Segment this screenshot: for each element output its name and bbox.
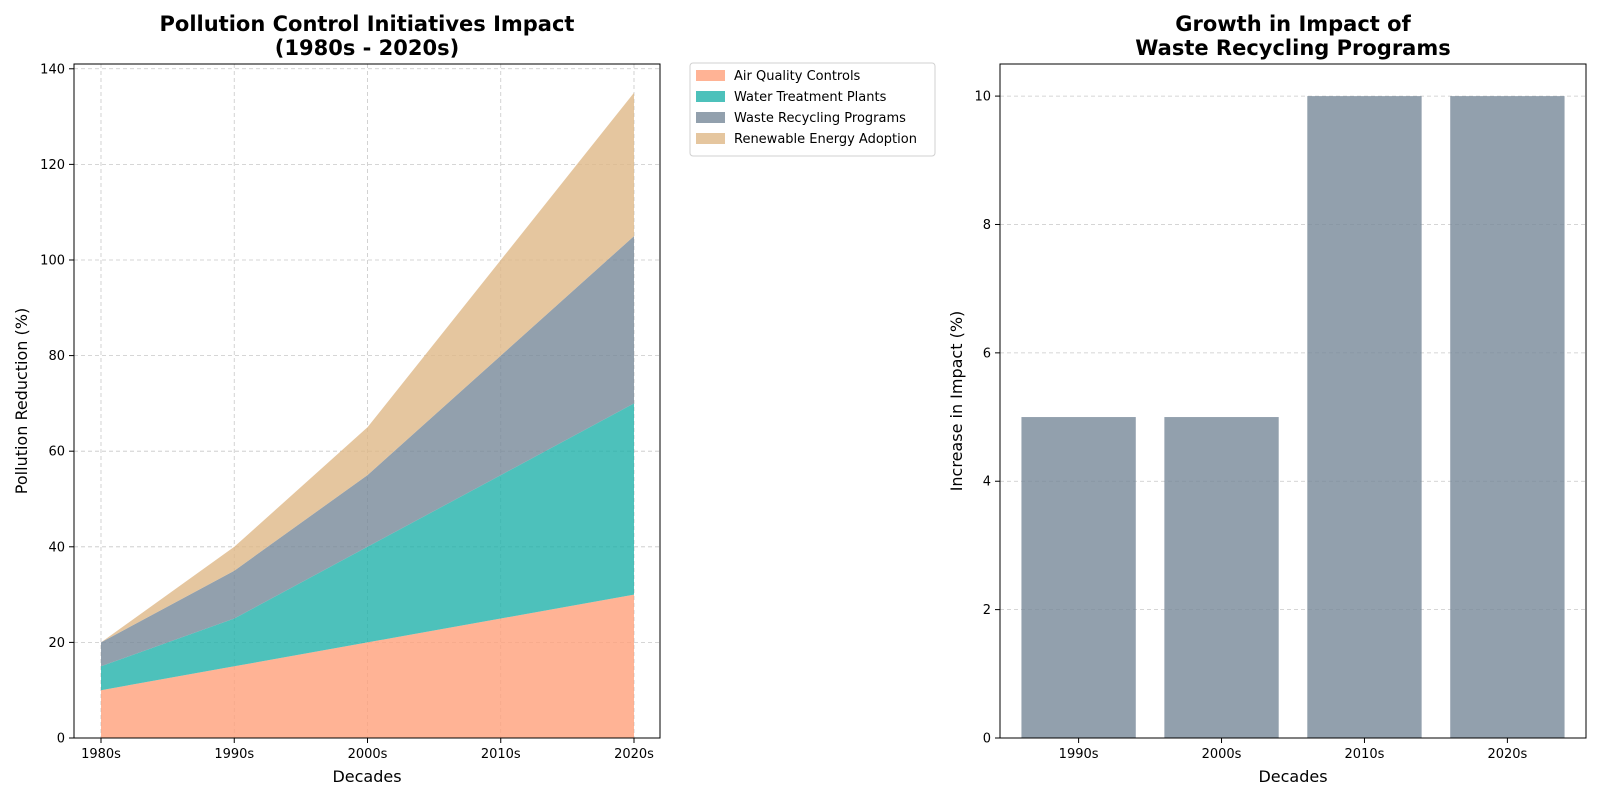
area-series-2	[101, 236, 634, 667]
chart2-x-tick-label: 2010s	[1345, 747, 1385, 762]
chart2-y-tick-label: 2	[983, 603, 991, 618]
chart2-x-tick-label: 2020s	[1487, 747, 1527, 762]
chart2-bars	[1021, 96, 1565, 739]
chart1-y-tick-label: 20	[48, 636, 65, 651]
bar-chart: 0 2 4 6 8 10 1990s 2000s 2010s 2020s Growth in Im…	[947, 12, 1587, 786]
chart1-title: Pollution Control Initiatives Impact (198…	[160, 12, 575, 60]
legend-label: Waste Recycling Programs	[734, 111, 906, 126]
legend-label: Renewable Energy Adoption	[734, 132, 917, 147]
chart2-title: Growth in Impact of Waste Recycling Progr…	[1135, 12, 1450, 60]
chart2-y-tick-label: 4	[983, 475, 991, 490]
chart1-x-tick-label: 2000s	[348, 747, 388, 762]
chart1-legend: Air Quality Controls Water Treatment Plan…	[689, 62, 936, 157]
bar-2000s	[1164, 417, 1279, 738]
legend-swatch	[696, 133, 725, 144]
chart2-y-tick-label: 6	[983, 346, 991, 361]
chart2-frame	[999, 63, 1587, 739]
stacked-area-chart: 0 20 40 60 80 100 120 140 1980s 1990s 2000s 2010s 20…	[12, 12, 936, 786]
chart1-x-axis-label: Decades	[332, 767, 401, 786]
legend-label: Water Treatment Plants	[734, 90, 887, 105]
chart2-x-tick-label: 1990s	[1059, 747, 1099, 762]
chart1-y-tick-label: 0	[57, 732, 65, 747]
chart2-y-axis-label: Increase in Impact (%)	[947, 311, 966, 492]
chart1-x-tick-label: 1980s	[81, 747, 121, 762]
chart1-x-tick-label: 2020s	[614, 747, 654, 762]
chart2-x-axis-label: Decades	[1258, 767, 1327, 786]
legend-box	[689, 62, 936, 157]
chart2-y-tick-label: 8	[983, 218, 991, 233]
chart2-axes: 0 2 4 6 8 10 1990s 2000s 2010s 2020s	[974, 63, 1587, 762]
chart1-y-axis-label: Pollution Reduction (%)	[12, 308, 31, 494]
legend-swatch	[696, 70, 725, 81]
chart1-areas	[101, 92, 634, 738]
chart1-y-tick-label: 100	[40, 253, 65, 268]
bar-2020s	[1450, 96, 1565, 739]
chart2-y-tick-label: 0	[983, 732, 991, 747]
chart1-x-tick-label: 2010s	[481, 747, 521, 762]
chart1-y-tick-label: 140	[40, 62, 65, 77]
legend-swatch	[696, 112, 725, 123]
chart1-axes: 0 20 40 60 80 100 120 140 1980s 1990s 2000s 2010s 20…	[40, 62, 661, 762]
bar-2010s	[1307, 96, 1422, 739]
bar-1990s	[1021, 417, 1136, 738]
chart1-y-tick-label: 80	[48, 349, 65, 364]
legend-label: Air Quality Controls	[734, 69, 861, 84]
chart2-x-tick-label: 2000s	[1202, 747, 1242, 762]
chart1-y-tick-label: 60	[48, 445, 65, 460]
chart2-y-tick-label: 10	[974, 90, 991, 105]
chart1-y-tick-label: 120	[40, 158, 65, 173]
chart1-y-tick-label: 40	[48, 540, 65, 555]
area-series-0	[101, 594, 634, 738]
chart1-x-tick-label: 1990s	[214, 747, 254, 762]
legend-swatch	[696, 91, 725, 102]
